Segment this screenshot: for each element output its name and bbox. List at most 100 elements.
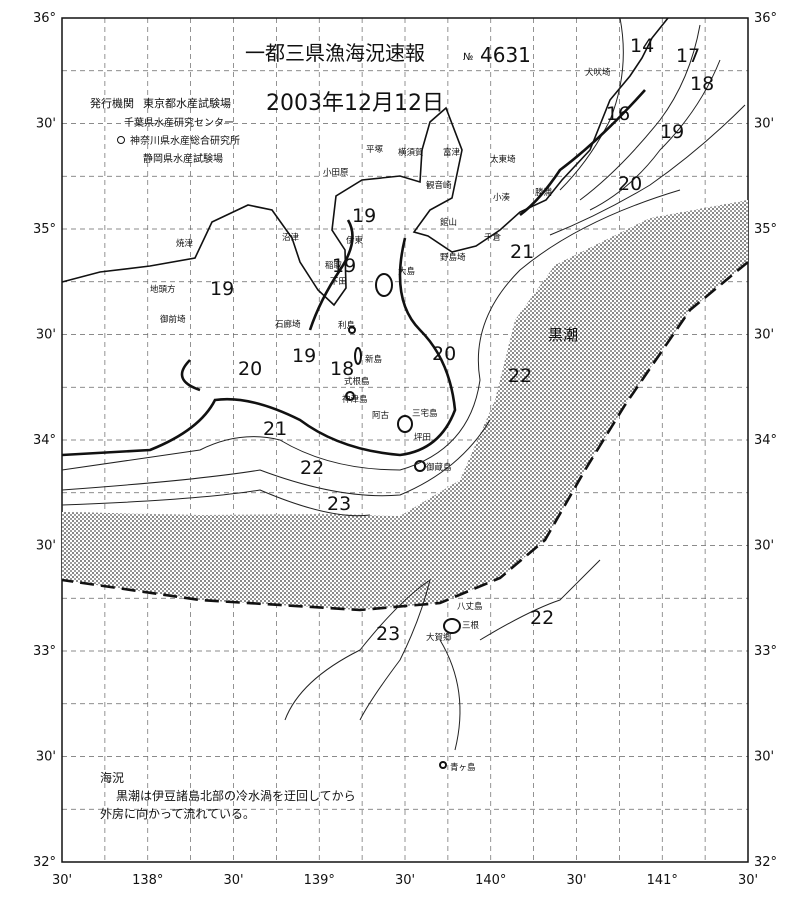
longitude-label: 30' (395, 873, 415, 888)
current-label: 黒潮 (548, 326, 578, 344)
latitude-label: 33° (754, 644, 777, 659)
isotherms (61, 17, 746, 751)
place-name: 沼津 (282, 232, 300, 243)
place-name: 青ヶ島 (450, 762, 476, 773)
place-name: 坪田 (414, 433, 431, 443)
latitude-label: 30' (36, 750, 56, 765)
latitude-label: 34° (33, 433, 56, 448)
latitude-label: 33° (33, 644, 56, 659)
isotherm-label: 19 (332, 255, 356, 277)
latitude-label: 34° (754, 433, 777, 448)
note-line: 黒潮は伊豆諸島北部の冷水渦を迂回してから (116, 788, 356, 803)
latitude-label: 30' (754, 117, 774, 132)
isotherm-label: 21 (510, 241, 534, 263)
place-name: 石廊埼 (275, 319, 301, 330)
latitude-label: 35° (754, 222, 777, 237)
isotherm-label: 18 (690, 73, 714, 95)
place-name: 伊東 (346, 235, 364, 246)
issuer: 静岡県水産試験場 (143, 152, 223, 165)
isotherm-label: 23 (376, 623, 400, 645)
isotherm-label: 20 (432, 343, 456, 365)
place-name: 小湊 (493, 192, 511, 203)
place-name: 下田 (330, 277, 347, 287)
longitude-label: 139° (304, 873, 335, 888)
place-name: 三根 (462, 620, 480, 631)
place-name: 横須賀 (398, 147, 424, 158)
place-name: 太東埼 (490, 154, 516, 165)
isotherm-label: 16 (606, 103, 630, 125)
place-name: 平塚 (366, 145, 384, 155)
place-name: 大島 (398, 266, 416, 277)
isotherm-label: 22 (530, 607, 554, 629)
isotherm-label: 19 (352, 205, 376, 227)
latitude-label: 32° (754, 855, 777, 870)
isotherm-label: 14 (630, 35, 654, 57)
latitude-label: 30' (754, 539, 774, 554)
isotherm-label: 21 (263, 418, 287, 440)
place-name: 勝浦 (535, 187, 553, 198)
latitude-label: 36° (754, 11, 777, 26)
latitude-label: 32° (33, 855, 56, 870)
place-name: 三宅島 (412, 408, 438, 419)
place-name: 八丈島 (457, 601, 483, 612)
place-name: 大賀郷 (426, 632, 452, 643)
isotherm-label: 19 (292, 345, 316, 367)
longitude-label: 30' (52, 873, 72, 888)
map-frame (61, 17, 749, 863)
isotherm-label: 22 (300, 457, 324, 479)
place-name: 館山 (440, 217, 457, 228)
title: 一都三県漁海況速報 (245, 41, 425, 65)
isotherm-label: 19 (210, 278, 234, 300)
isotherm-label: 20 (618, 173, 642, 195)
date: 2003年12月12日 (266, 91, 444, 116)
latitude-label: 30' (36, 117, 56, 132)
place-name: 千倉 (484, 232, 502, 243)
place-name: 式根島 (344, 376, 370, 387)
isotherm-label: 20 (238, 358, 262, 380)
place-name: 観音崎 (426, 180, 452, 191)
place-name: 御前埼 (160, 314, 186, 325)
longitude-label: 138° (132, 873, 163, 888)
issuer: 東京都水産試験場 (143, 96, 231, 110)
kuroshio-band (62, 200, 748, 610)
isotherm-label: 19 (660, 121, 684, 143)
labels: 36° 30' 35° 30' 34° 30' 33° 30' 32° 36° 30' 35° 30' 3… (33, 11, 777, 888)
isotherm-label: 17 (676, 45, 700, 67)
latitude-label: 30' (36, 328, 56, 343)
longitude-label: 30' (566, 873, 586, 888)
note-line: 外房に向かって流れている。 (100, 806, 255, 821)
place-name: 小田原 (323, 167, 349, 178)
isotherm-label: 23 (327, 493, 351, 515)
place-name: 富津 (443, 147, 461, 158)
issuer: 千葉県水産研究センター (124, 116, 234, 129)
isotherm-label: 18 (330, 358, 354, 380)
bulletin-number: 4631 (480, 43, 531, 67)
note-heading: 海況 (100, 770, 124, 785)
place-name: 神津島 (342, 394, 368, 405)
place-name: 御蔵島 (426, 462, 452, 473)
coastline (61, 17, 669, 307)
issuer-label: 発行機関 (90, 96, 134, 110)
latitude-label: 30' (754, 750, 774, 765)
longitude-label: 30' (738, 873, 758, 888)
place-name: 地頭方 (150, 284, 176, 295)
latitude-label: 30' (754, 328, 774, 343)
place-name: 焼津 (176, 238, 194, 249)
isotherm-label: 22 (508, 365, 532, 387)
kuroshio-edge (61, 260, 749, 612)
place-name: 利島 (338, 320, 356, 331)
latitude-label: 35° (33, 222, 56, 237)
longitude-label: 30' (223, 873, 243, 888)
number-prefix: № (463, 52, 473, 63)
issuer: 神奈川県水産総合研究所 (130, 134, 240, 147)
place-name: 稲取 (325, 260, 343, 271)
latitude-label: 30' (36, 539, 56, 554)
place-name: 阿古 (372, 410, 390, 421)
issuer-mark (117, 136, 125, 144)
latitude-label: 36° (33, 11, 56, 26)
islands (345, 273, 461, 769)
longitude-label: 141° (647, 873, 678, 888)
longitude-label: 140° (475, 873, 506, 888)
